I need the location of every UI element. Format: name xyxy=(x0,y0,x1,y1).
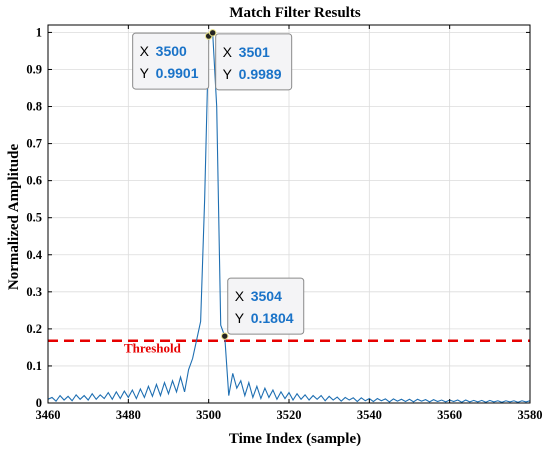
x-tick-label: 3480 xyxy=(116,408,141,422)
y-tick-label: 0.6 xyxy=(26,174,42,188)
y-tick-label: 0.2 xyxy=(26,322,42,336)
x-tick-label: 3540 xyxy=(357,408,382,422)
y-tick-label: 0 xyxy=(36,396,42,410)
y-tick-label: 0.9 xyxy=(26,62,42,76)
datatip-x-value: 3504 xyxy=(251,288,282,304)
y-tick-label: 0.4 xyxy=(26,248,42,262)
datatip-y-value: 0.9901 xyxy=(156,65,199,81)
datatip-y-key: Y xyxy=(223,66,233,82)
datatip-box xyxy=(227,277,305,335)
datatip-x-key: X xyxy=(235,288,245,304)
datatip-y-key: Y xyxy=(235,310,245,326)
datatip-x-key: X xyxy=(140,43,150,59)
y-tick-label: 0.7 xyxy=(26,137,42,151)
threshold-layer: Threshold xyxy=(48,339,530,356)
datatip-x-value: 3500 xyxy=(156,43,187,59)
datatips: X 3500 Y 0.9901 X 3501 Y 0.9989 X 3504 Y 0.1804 xyxy=(132,29,305,340)
datatip-box xyxy=(215,33,293,91)
datatip-marker xyxy=(221,332,229,340)
x-tick-label: 3460 xyxy=(36,408,61,422)
threshold-label: Threshold xyxy=(124,341,182,356)
x-tick-label: 3560 xyxy=(437,408,462,422)
datatip: X 3501 Y 0.9989 xyxy=(208,29,293,91)
y-tick-label: 0.3 xyxy=(26,285,42,299)
datatip: X 3500 Y 0.9901 xyxy=(132,32,213,90)
y-tick-label: 0.5 xyxy=(26,211,42,225)
chart-title: Match Filter Results xyxy=(229,5,361,21)
axis-ticks: 3460 3480 3500 3520 3540 3560 3580 0 0.1 0.2 0.3 0.… xyxy=(26,25,543,422)
y-tick-label: 0.1 xyxy=(26,359,42,373)
datatip-y-value: 0.1804 xyxy=(251,310,294,326)
datatip: X 3504 Y 0.1804 xyxy=(221,277,305,340)
datatip-y-value: 0.9989 xyxy=(239,66,282,82)
y-tick-label: 1 xyxy=(36,25,42,39)
x-axis-label: Time Index (sample) xyxy=(229,431,361,447)
datatip-box xyxy=(132,32,210,90)
datatip-x-value: 3501 xyxy=(239,44,270,60)
y-tick-label: 0.8 xyxy=(26,100,42,114)
x-tick-label: 3500 xyxy=(196,408,221,422)
datatip-marker xyxy=(208,29,217,37)
datatip-y-key: Y xyxy=(140,65,150,81)
y-axis-label: Normalized Amplitude xyxy=(6,144,22,291)
x-tick-label: 3520 xyxy=(277,408,302,422)
x-tick-label: 3580 xyxy=(518,408,543,422)
datatip-x-key: X xyxy=(223,44,233,60)
